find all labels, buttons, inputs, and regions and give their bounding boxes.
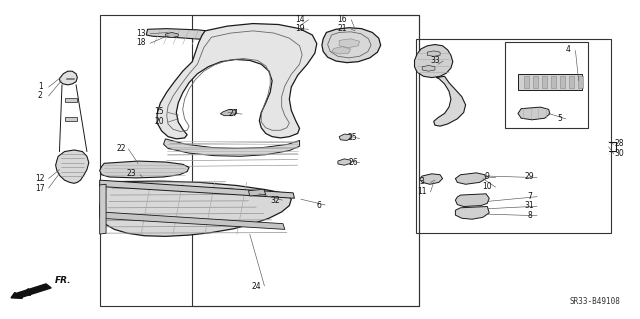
Text: 7: 7 [527, 191, 532, 201]
Text: 28: 28 [614, 139, 623, 148]
Polygon shape [166, 33, 178, 38]
Text: 29: 29 [525, 173, 534, 182]
Polygon shape [60, 71, 77, 85]
Polygon shape [518, 107, 550, 120]
Text: 10: 10 [483, 182, 492, 191]
Text: 14: 14 [295, 15, 305, 24]
Polygon shape [248, 189, 266, 196]
Text: 33: 33 [430, 56, 440, 65]
Bar [560, 76, 565, 88]
Polygon shape [434, 76, 466, 126]
Text: 1: 1 [38, 82, 43, 91]
Text: 12: 12 [36, 174, 45, 183]
Text: 22: 22 [116, 144, 125, 153]
Text: 4: 4 [565, 45, 570, 55]
Text: 11: 11 [417, 187, 427, 196]
Bar [192, 15, 419, 306]
Polygon shape [100, 181, 291, 236]
Polygon shape [420, 174, 443, 184]
Text: 8: 8 [527, 211, 532, 219]
Polygon shape [415, 45, 453, 78]
Polygon shape [147, 29, 253, 46]
Bar [551, 76, 556, 88]
Polygon shape [422, 65, 435, 71]
Text: 20: 20 [154, 117, 164, 126]
Bar [65, 117, 77, 122]
Text: 24: 24 [252, 282, 261, 291]
Text: 9: 9 [485, 173, 490, 182]
Bar [65, 98, 77, 102]
Text: 25: 25 [347, 133, 356, 142]
Bar [578, 76, 583, 88]
Polygon shape [100, 212, 285, 229]
Polygon shape [157, 24, 317, 139]
Text: 21: 21 [338, 24, 347, 33]
Polygon shape [100, 184, 106, 234]
Bar [524, 76, 529, 88]
Text: 19: 19 [295, 24, 305, 33]
Text: 15: 15 [154, 108, 164, 116]
Polygon shape [56, 150, 89, 183]
Text: 2: 2 [38, 92, 43, 100]
Text: 18: 18 [136, 38, 146, 47]
Bar [542, 76, 547, 88]
Polygon shape [332, 47, 351, 54]
Text: SR33-B49108: SR33-B49108 [569, 297, 620, 306]
Polygon shape [456, 206, 489, 219]
Text: 5: 5 [557, 114, 562, 123]
Text: 13: 13 [136, 29, 146, 38]
Polygon shape [456, 194, 489, 206]
Bar [533, 76, 538, 88]
Text: 17: 17 [35, 184, 45, 193]
Polygon shape [164, 139, 300, 156]
Bar [505, 42, 588, 128]
Bar [100, 15, 419, 306]
Text: 23: 23 [127, 169, 136, 178]
Polygon shape [220, 109, 237, 116]
Text: 3: 3 [420, 177, 424, 186]
FancyArrow shape [11, 284, 51, 298]
Polygon shape [428, 51, 440, 56]
Text: 6: 6 [316, 201, 321, 210]
Bar [569, 76, 574, 88]
Bar [518, 74, 582, 90]
Text: 26: 26 [348, 158, 358, 167]
Polygon shape [100, 180, 294, 198]
Polygon shape [100, 161, 189, 178]
Text: FR.: FR. [55, 276, 72, 285]
Polygon shape [339, 134, 352, 140]
Text: 32: 32 [271, 196, 280, 205]
Text: 16: 16 [337, 15, 347, 24]
Text: 30: 30 [614, 149, 624, 158]
Text: 27: 27 [229, 109, 239, 118]
Polygon shape [322, 28, 381, 63]
Polygon shape [456, 173, 486, 184]
Text: 31: 31 [525, 201, 534, 210]
Polygon shape [338, 159, 351, 165]
Bar [416, 39, 611, 233]
Polygon shape [339, 39, 360, 48]
